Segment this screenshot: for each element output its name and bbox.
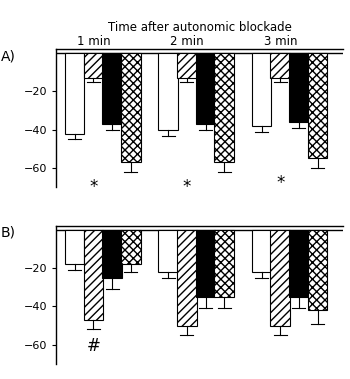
Bar	[271, 53, 290, 78]
Bar	[252, 230, 271, 272]
Bar	[102, 53, 122, 124]
Text: 2 min: 2 min	[170, 35, 204, 48]
Bar	[158, 230, 178, 272]
Bar	[196, 230, 215, 297]
Bar	[84, 230, 103, 320]
Text: 3 min: 3 min	[264, 35, 297, 48]
Bar	[121, 53, 141, 162]
Bar	[289, 230, 309, 297]
Bar	[271, 230, 290, 326]
Bar	[215, 230, 234, 297]
Text: *: *	[89, 178, 98, 196]
Text: Time after autonomic blockade: Time after autonomic blockade	[107, 21, 292, 34]
Bar	[102, 230, 122, 277]
Bar	[215, 53, 234, 162]
Text: *: *	[183, 178, 191, 196]
Bar	[65, 53, 84, 133]
Bar	[158, 53, 178, 130]
Bar	[289, 53, 309, 122]
Bar	[65, 230, 84, 264]
Bar	[177, 53, 197, 78]
Bar	[252, 53, 271, 126]
Bar	[121, 230, 141, 264]
Text: B): B)	[1, 226, 16, 240]
Text: 1 min: 1 min	[77, 35, 110, 48]
Bar	[196, 53, 215, 124]
Text: A): A)	[1, 49, 16, 63]
Bar	[84, 53, 103, 78]
Text: #: #	[86, 337, 100, 355]
Bar	[308, 53, 328, 158]
Bar	[177, 230, 197, 326]
Text: *: *	[276, 174, 285, 192]
Bar	[308, 230, 328, 310]
